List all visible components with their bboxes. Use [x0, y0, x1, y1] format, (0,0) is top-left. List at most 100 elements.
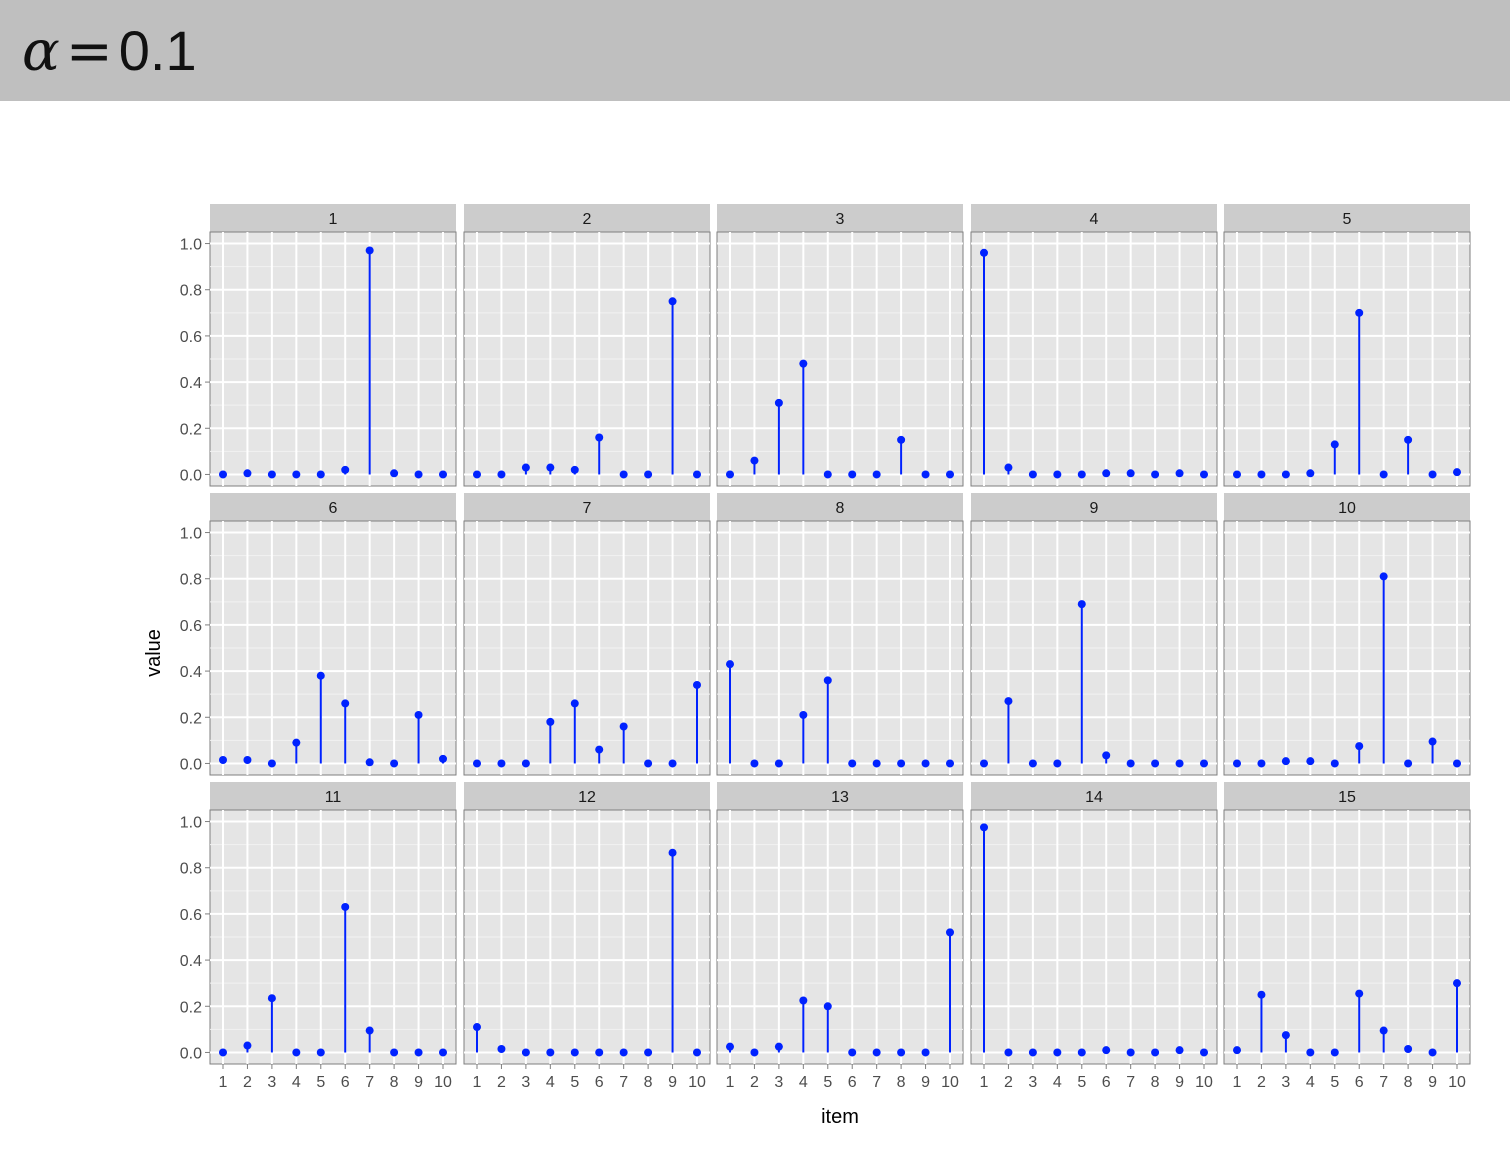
facet-panel-12: 12 [463, 782, 711, 1065]
x-tick-label: 9 [414, 1074, 423, 1091]
y-tick-label: 0.2 [180, 710, 202, 727]
value-point [619, 1048, 628, 1057]
value-point [872, 759, 881, 768]
value-point [897, 1048, 906, 1057]
value-point [693, 1048, 701, 1057]
facet-panel-3: 3 [716, 204, 964, 487]
x-tick-label: 1 [219, 1074, 228, 1091]
facet-strip [1224, 204, 1470, 232]
value-point [1151, 1048, 1160, 1057]
facet-strip-label: 14 [1085, 789, 1103, 806]
value-point [1200, 1048, 1208, 1057]
value-point [365, 246, 374, 255]
facet-strip [717, 204, 963, 232]
y-tick-label: 0.0 [180, 467, 202, 484]
x-tick-label: 2 [1004, 1074, 1013, 1091]
value-point [267, 759, 276, 768]
facet-strip [464, 782, 710, 810]
value-point [390, 759, 399, 768]
value-point [439, 470, 447, 479]
value-point [1028, 470, 1037, 479]
value-point [219, 755, 227, 764]
y-axis-title: value [143, 629, 165, 677]
value-point [1453, 979, 1461, 988]
value-point [1151, 759, 1160, 768]
value-point [595, 433, 604, 442]
value-point [341, 699, 350, 708]
value-point [848, 1048, 857, 1057]
value-point [267, 470, 276, 479]
x-tick-label: 9 [1175, 1074, 1184, 1091]
value-point [1379, 470, 1388, 479]
x-tick-label: 8 [390, 1074, 399, 1091]
x-axis-title: item [821, 1106, 859, 1128]
value-point [1233, 470, 1241, 479]
value-point [1330, 1048, 1339, 1057]
value-point [390, 469, 399, 478]
x-tick-label: 8 [1404, 1074, 1413, 1091]
value-point [693, 470, 701, 479]
value-point [546, 717, 555, 726]
y-tick-label: 0.8 [180, 861, 202, 878]
value-point [726, 470, 734, 479]
value-point [570, 1048, 579, 1057]
facet-panel-5: 5 [1223, 204, 1471, 487]
value-point [1175, 469, 1184, 478]
value-point [414, 710, 423, 719]
facet-strip-label: 15 [1338, 789, 1356, 806]
x-tick-label: 3 [1028, 1074, 1037, 1091]
value-point [946, 470, 954, 479]
value-point [750, 759, 759, 768]
x-tick-label: 10 [1448, 1074, 1466, 1091]
value-point [546, 1048, 555, 1057]
facet-strip [210, 204, 456, 232]
value-point [595, 1048, 604, 1057]
value-point [414, 470, 423, 479]
value-point [365, 1026, 374, 1035]
value-point [1028, 1048, 1037, 1057]
value-point [872, 470, 881, 479]
value-point [799, 710, 808, 719]
value-point [921, 470, 930, 479]
value-point [1077, 600, 1086, 609]
x-tick-label: 5 [316, 1074, 325, 1091]
value-point [848, 759, 857, 768]
facet-panel-4: 4 [970, 204, 1218, 487]
value-point [1004, 463, 1013, 472]
alpha-symbol: α [22, 19, 60, 84]
x-tick-label: 10 [434, 1074, 452, 1091]
value-point [897, 759, 906, 768]
value-point [473, 470, 481, 479]
value-point [644, 759, 653, 768]
facet-panel-1: 1 [209, 204, 457, 487]
y-tick-label: 0.6 [180, 907, 202, 924]
x-tick-label: 7 [872, 1074, 881, 1091]
value-point [693, 680, 701, 689]
value-point [570, 465, 579, 474]
x-tick-label: 5 [1077, 1074, 1086, 1091]
value-point [1257, 470, 1266, 479]
value-point [521, 1048, 530, 1057]
value-point [497, 1044, 506, 1053]
value-point [921, 1048, 930, 1057]
x-tick-label: 1 [1233, 1074, 1242, 1091]
title-bar: α = 0.1 [0, 0, 1510, 101]
value-point [1102, 469, 1111, 478]
x-tick-label: 4 [799, 1074, 808, 1091]
x-tick-label: 9 [668, 1074, 677, 1091]
x-tick-label: 3 [1281, 1074, 1290, 1091]
value-point [1257, 990, 1266, 999]
facet-panel-8: 8 [716, 493, 964, 776]
y-tick-label: 0.2 [180, 999, 202, 1016]
x-tick-label: 7 [1126, 1074, 1135, 1091]
value-point [473, 759, 481, 768]
value-point [1428, 470, 1437, 479]
value-point [390, 1048, 399, 1057]
value-point [1126, 469, 1135, 478]
x-tick-label: 10 [941, 1074, 959, 1091]
value-point [1233, 1046, 1241, 1055]
value-point [726, 1042, 734, 1051]
facet-strip [717, 782, 963, 810]
value-point [1428, 1048, 1437, 1057]
facet-strip-label: 1 [329, 211, 338, 228]
